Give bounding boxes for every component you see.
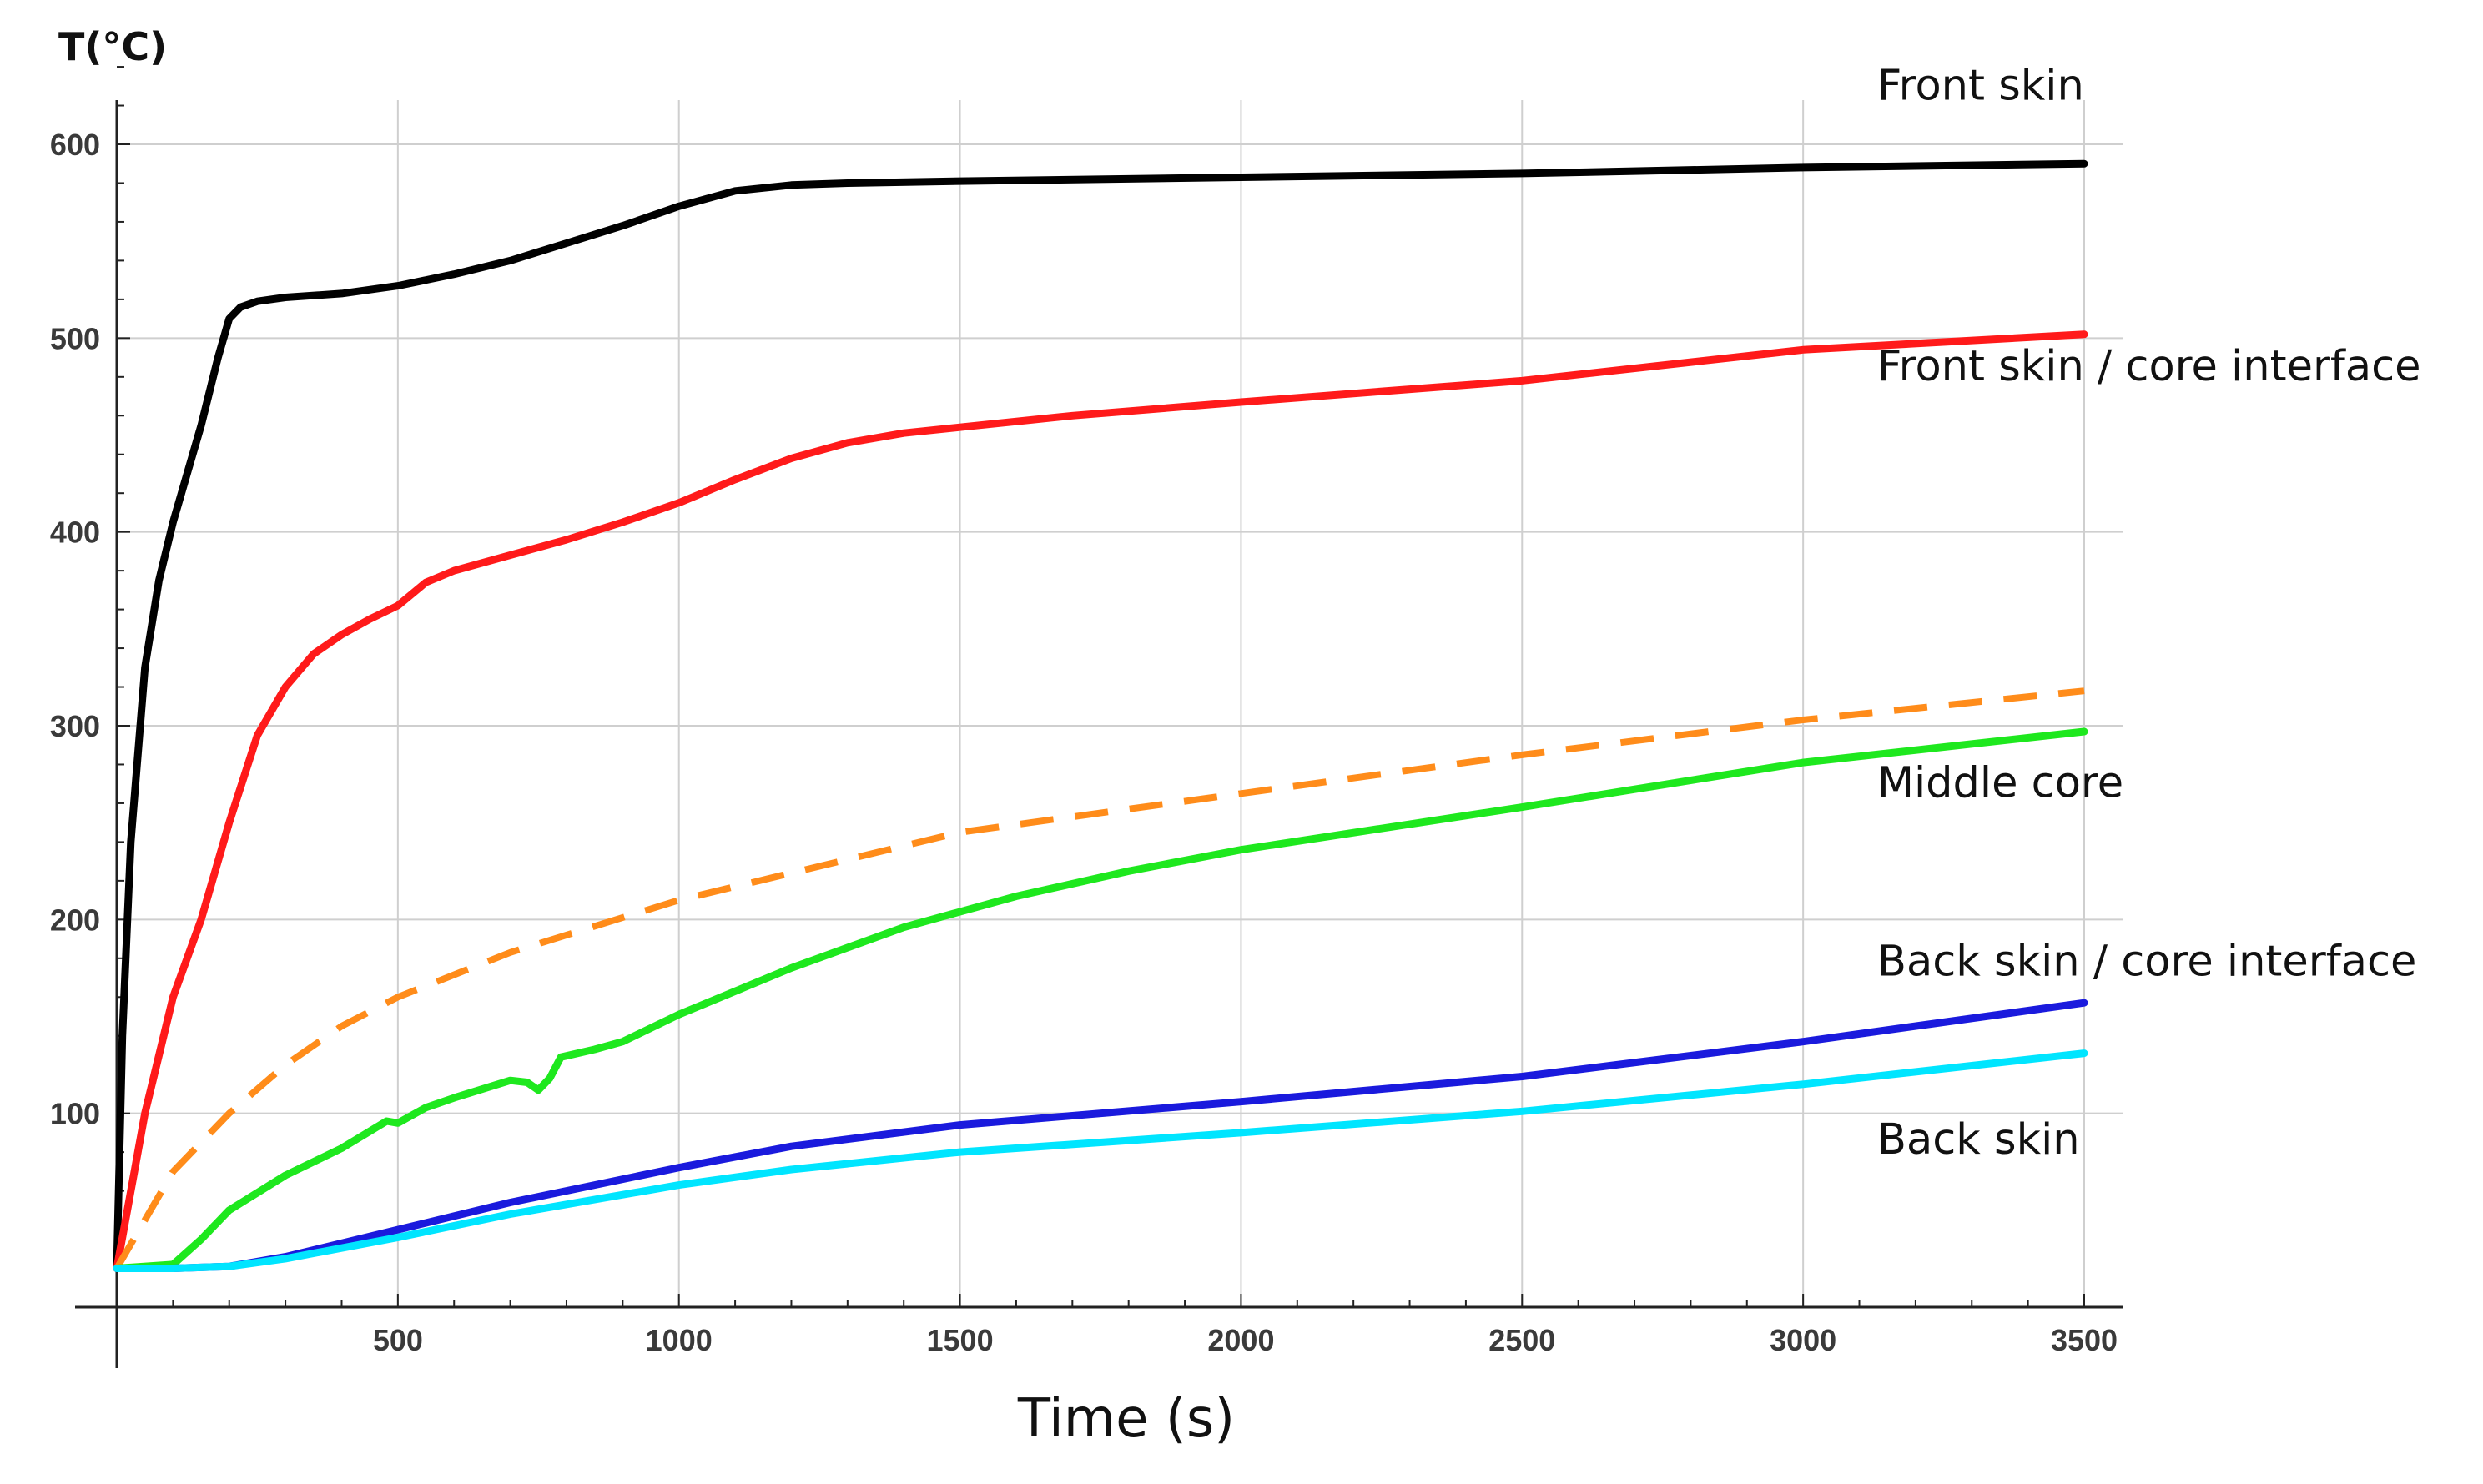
ticks: 500 1000 1500 2000 2500 3000 3500 100 200 300 400 5…	[50, 66, 2118, 1357]
series-label-3: Middle core	[1877, 759, 2123, 808]
y-tick-label: 200	[50, 903, 100, 937]
x-tick-label: 3500	[2051, 1323, 2118, 1357]
series-line-5	[113, 999, 2088, 1272]
x-axis-title: Time (s)	[1017, 1388, 1235, 1450]
y-tick-label: 100	[50, 1097, 100, 1131]
series-label-5: Back skin	[1877, 1115, 2080, 1165]
annotations: Front skin Front skin / core interface Mid…	[1877, 61, 2421, 1165]
series-lines	[113, 159, 2088, 1272]
series-line-2	[113, 330, 2088, 1272]
x-tick-label: 2500	[1488, 1323, 1555, 1357]
x-tick-label: 1500	[927, 1323, 994, 1357]
series-line-4	[113, 727, 2088, 1272]
series-line-6	[113, 1049, 2088, 1272]
x-tick-label: 1000	[646, 1323, 713, 1357]
y-tick-label: 300	[50, 709, 100, 743]
series-label-2: Front skin / core interface	[1877, 342, 2421, 391]
series-line-1	[113, 159, 2088, 1272]
y-tick-label: 400	[50, 516, 100, 550]
x-tick-label: 2000	[1207, 1323, 1274, 1357]
y-tick-label: 500	[50, 321, 100, 355]
series-label-1: Front skin	[1877, 61, 2084, 110]
x-tick-label: 3000	[1770, 1323, 1836, 1357]
y-tick-label: 600	[50, 128, 100, 162]
grid	[117, 100, 2123, 1307]
x-tick-label: 500	[373, 1323, 423, 1357]
series-label-4: Back skin / core interface	[1877, 937, 2416, 986]
y-axis-title: T(°C)	[58, 24, 167, 69]
series-line-3	[113, 687, 2085, 1270]
